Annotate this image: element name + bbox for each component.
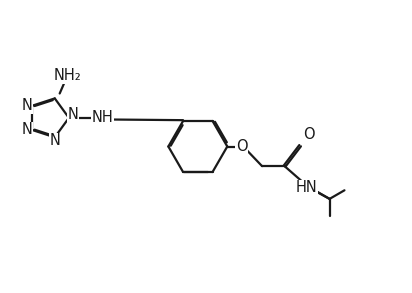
- Text: N: N: [21, 98, 32, 113]
- Text: NH₂: NH₂: [53, 68, 81, 83]
- Text: NH: NH: [91, 110, 113, 125]
- Text: O: O: [236, 139, 248, 154]
- Text: N: N: [68, 108, 78, 122]
- Text: O: O: [303, 127, 315, 142]
- Text: N: N: [21, 122, 32, 137]
- Text: N: N: [50, 134, 61, 149]
- Text: HN: HN: [295, 180, 317, 195]
